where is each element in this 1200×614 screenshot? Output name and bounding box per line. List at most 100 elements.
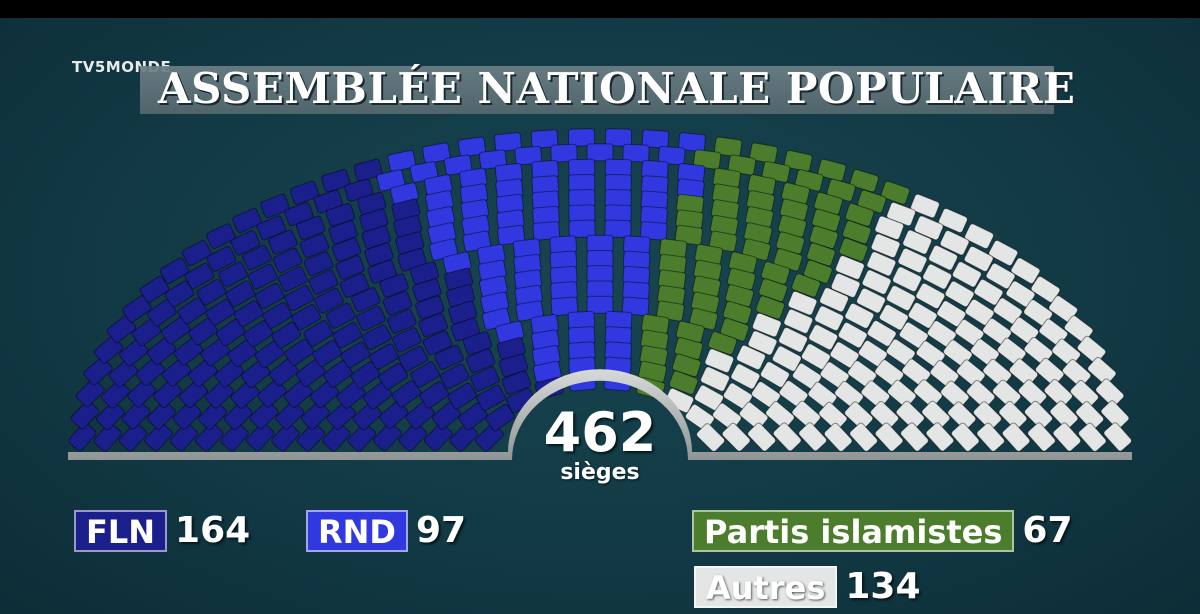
- seat-autres: [823, 422, 853, 452]
- seat-autres: [696, 423, 726, 452]
- seat-fln: [254, 282, 285, 310]
- seat-autres: [1049, 400, 1079, 430]
- seat-fln: [206, 223, 236, 250]
- seat-fln: [260, 193, 290, 219]
- seat-autres: [892, 266, 922, 293]
- seat-fln: [223, 401, 253, 431]
- seat-fln: [423, 422, 453, 452]
- seat-rnd: [478, 149, 507, 170]
- seat-group: [68, 128, 1132, 452]
- seat-autres: [972, 401, 1002, 431]
- seat-fln: [353, 158, 383, 182]
- seat-rnd: [514, 145, 543, 166]
- seat-autres: [964, 223, 994, 250]
- seat-rnd: [568, 219, 596, 239]
- seat-partis-islamistes: [783, 149, 813, 172]
- seat-fln: [485, 403, 516, 432]
- seat-autres: [996, 337, 1027, 366]
- seat-autres: [886, 201, 916, 227]
- seat-autres: [721, 422, 751, 452]
- seat-autres: [874, 422, 904, 452]
- seat-fln: [448, 300, 478, 325]
- seat-partis-islamistes: [668, 370, 699, 395]
- seat-autres: [897, 247, 928, 274]
- seat-autres: [798, 422, 828, 452]
- seat-fln: [328, 220, 358, 245]
- seat-partis-islamistes: [674, 224, 704, 246]
- seat-autres: [956, 359, 986, 388]
- seat-autres: [900, 422, 929, 452]
- seat-rnd: [586, 250, 614, 268]
- seat-autres: [922, 263, 953, 290]
- seat-fln: [369, 343, 400, 370]
- seat-rnd: [678, 132, 706, 153]
- seat-rnd: [622, 143, 650, 163]
- seat-autres: [929, 360, 960, 389]
- seat-autres: [837, 321, 868, 349]
- seat-autres: [870, 233, 901, 259]
- seat-partis-islamistes: [713, 136, 743, 158]
- chart-title: ASSEMBLÉE NATIONALE POPULAIRE: [158, 64, 1076, 113]
- seat-rnd: [604, 128, 633, 147]
- legend-value-islamists: 67: [1022, 510, 1073, 551]
- seat-fln: [177, 297, 208, 325]
- seat-rnd: [586, 265, 614, 284]
- seat-autres: [1023, 336, 1054, 366]
- seat-fln: [161, 358, 192, 387]
- seat-autres: [751, 312, 782, 338]
- seat-fln: [242, 244, 272, 271]
- seat-autres: [963, 245, 994, 272]
- seat-autres: [913, 379, 943, 408]
- seat-autres: [878, 304, 909, 331]
- legend-value-rnd: 97: [415, 510, 467, 551]
- seat-fln: [352, 401, 382, 431]
- seat-fln: [83, 356, 113, 386]
- seat-fln: [361, 225, 391, 250]
- seat-autres: [830, 272, 861, 298]
- seat-fln: [386, 308, 417, 334]
- seat-autres: [887, 379, 917, 408]
- seat-fln: [447, 382, 478, 410]
- seat-autres: [704, 348, 735, 374]
- seat-partis-islamistes: [791, 273, 821, 298]
- seat-partis-islamistes: [809, 225, 839, 250]
- seat-partis-islamistes: [693, 149, 722, 170]
- seat-fln: [139, 275, 170, 303]
- seat-partis-islamistes: [844, 202, 875, 227]
- seat-fln: [121, 400, 151, 430]
- seat-rnd: [550, 143, 578, 163]
- seat-autres: [765, 401, 795, 430]
- seat-fln: [284, 201, 314, 227]
- seat-autres: [861, 269, 892, 295]
- seat-fln: [245, 422, 275, 452]
- legend-value-autres: 134: [845, 566, 921, 607]
- seat-fln: [178, 379, 208, 409]
- seat-partis-islamistes: [707, 331, 738, 356]
- seat-autres: [778, 326, 808, 353]
- seat-autres: [787, 290, 818, 316]
- seat-partis-islamistes: [838, 237, 869, 262]
- seat-fln: [275, 400, 305, 430]
- seat-fln: [498, 353, 529, 378]
- seat-fln: [422, 330, 453, 356]
- seat-autres: [819, 287, 849, 313]
- seat-autres: [738, 401, 769, 430]
- seat-fln: [392, 326, 422, 353]
- seat-fln: [303, 251, 334, 277]
- seat-autres: [874, 215, 905, 241]
- seat-autres: [1051, 338, 1081, 367]
- seat-fln: [278, 266, 308, 293]
- seat-autres: [1076, 335, 1107, 364]
- seat-autres: [844, 401, 874, 431]
- seat-fln: [347, 422, 377, 452]
- seat-fln: [412, 278, 442, 302]
- seat-rnd: [494, 132, 522, 153]
- seat-fln: [335, 255, 365, 280]
- seat-fln: [220, 422, 249, 452]
- seat-fln: [331, 237, 362, 262]
- seat-fln: [295, 215, 326, 241]
- seat-fln: [271, 321, 302, 349]
- seat-fln: [314, 287, 344, 314]
- seat-autres: [1095, 378, 1125, 408]
- seat-autres: [1078, 422, 1107, 452]
